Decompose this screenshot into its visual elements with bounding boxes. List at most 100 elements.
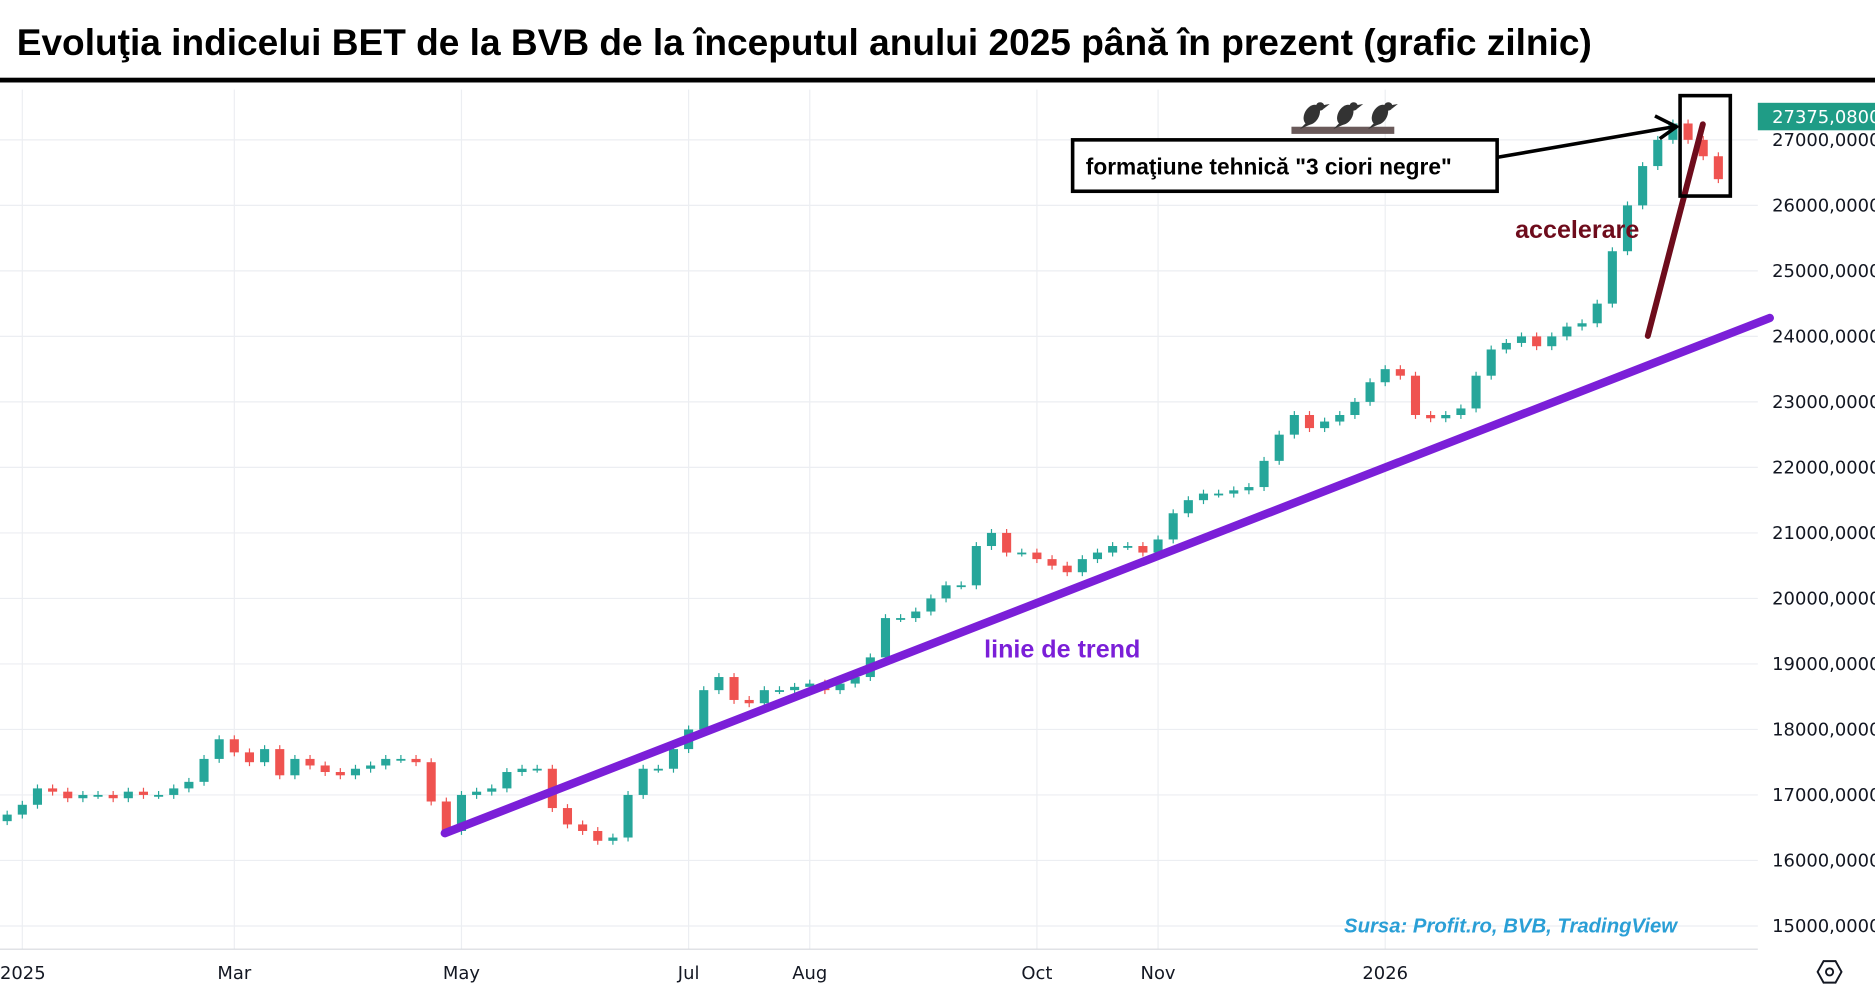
candle	[926, 594, 936, 616]
candle	[1698, 135, 1708, 161]
candle-body	[1668, 123, 1678, 140]
candle	[517, 764, 527, 776]
candle-body	[1123, 546, 1133, 548]
candle-body	[1516, 336, 1527, 343]
y-tick-label: 19000,0000	[1772, 654, 1875, 675]
candle-body	[1562, 326, 1572, 337]
candle-body	[1320, 421, 1330, 429]
candle	[562, 804, 573, 829]
candle-body	[108, 794, 118, 799]
y-tick-label: 27000,0000	[1772, 130, 1875, 151]
candle	[1274, 430, 1284, 465]
y-tick-label: 21000,0000	[1772, 523, 1875, 544]
candle	[154, 791, 164, 799]
candle-body	[1289, 415, 1299, 435]
price-axis[interactable]: 15000,0000 16000,0000 17000,0000 18000,0000…	[1772, 130, 1875, 937]
candle-body	[320, 765, 330, 773]
candle	[48, 784, 58, 796]
time-axis[interactable]: 2025 Mar May Jul Aug Oct Nov 2026	[0, 963, 1408, 984]
candle	[244, 748, 255, 767]
candle-body	[623, 794, 633, 838]
last-price-label: 27375,0800	[1772, 107, 1875, 128]
grid	[0, 89, 1758, 950]
candle-body	[1168, 513, 1178, 540]
candle	[1395, 365, 1405, 380]
candle-body	[441, 801, 451, 831]
candle-body	[532, 768, 542, 771]
candle-body	[1638, 166, 1648, 206]
candle-body	[335, 772, 345, 776]
crows-icon	[1291, 102, 1398, 134]
candle-body	[1365, 382, 1375, 402]
candle	[1047, 555, 1057, 570]
candle	[593, 827, 603, 845]
candle	[759, 686, 769, 708]
candle	[1350, 397, 1360, 419]
candle-body	[971, 546, 981, 586]
title-divider	[0, 77, 1875, 83]
candle	[668, 745, 679, 773]
acceleration-label: accelerare	[1515, 216, 1639, 244]
candle	[17, 800, 27, 819]
candle	[411, 754, 421, 767]
settings-icon[interactable]	[1816, 960, 1843, 984]
candle-body	[1713, 156, 1723, 180]
candle-body	[1607, 251, 1617, 304]
y-tick-label: 26000,0000	[1772, 195, 1875, 216]
candle	[396, 754, 406, 763]
candle	[426, 758, 436, 806]
pattern-label: formaţiune tehnică "3 ciori negre"	[1086, 154, 1452, 180]
candle-body	[366, 765, 376, 769]
candle	[1638, 162, 1648, 210]
candle	[169, 784, 179, 799]
candle	[1289, 411, 1299, 439]
candle-body	[1017, 552, 1027, 555]
candle-body	[699, 690, 709, 730]
x-tick-label: Oct	[1021, 963, 1052, 984]
candle	[229, 735, 239, 757]
candle-body	[260, 749, 270, 763]
candle-body	[608, 837, 618, 841]
candle	[350, 764, 361, 780]
candle	[1456, 404, 1466, 419]
x-tick-label: 2025	[0, 963, 46, 984]
candle-body	[1138, 546, 1148, 553]
candle-body	[138, 791, 149, 795]
candle-body	[517, 768, 527, 773]
candle-body	[1077, 559, 1087, 573]
candle-body	[93, 794, 103, 797]
candle-body	[1486, 349, 1496, 376]
candle	[32, 784, 43, 809]
candle-body	[1426, 415, 1436, 419]
candle-body	[154, 794, 164, 797]
candle-body	[1547, 336, 1557, 347]
candle-body	[1335, 415, 1345, 422]
candle-body	[275, 749, 285, 776]
candle	[472, 787, 482, 799]
candle	[1380, 365, 1390, 387]
y-tick-label: 16000,0000	[1772, 850, 1875, 871]
candle-body	[774, 690, 785, 692]
candle	[896, 614, 906, 623]
candle-body	[759, 690, 769, 704]
pattern-arrow	[1494, 124, 1675, 160]
candle-body	[1214, 493, 1224, 496]
candle-body	[1108, 546, 1118, 553]
candle	[790, 682, 800, 695]
candle	[1713, 152, 1723, 184]
candle	[63, 787, 73, 803]
candle	[729, 673, 739, 704]
candle-body	[593, 830, 603, 841]
candle	[1108, 542, 1118, 557]
candle	[1032, 548, 1042, 564]
candle	[653, 764, 663, 773]
candle-body	[2, 814, 12, 822]
candle	[971, 542, 981, 590]
candle	[986, 528, 997, 550]
candle	[608, 833, 618, 845]
y-tick-label: 25000,0000	[1772, 261, 1875, 282]
candle	[381, 754, 391, 770]
candle-body	[1471, 375, 1481, 409]
candle-body	[1653, 139, 1663, 167]
arrow-head-icon	[1654, 114, 1680, 141]
